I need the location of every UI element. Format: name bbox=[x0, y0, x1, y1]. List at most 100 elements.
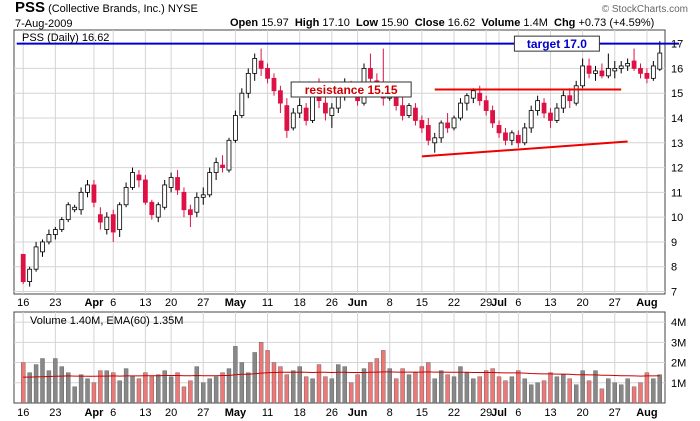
volume-bar bbox=[162, 370, 167, 404]
candle-body bbox=[644, 72, 650, 79]
series-legend: PSS (Daily) 16.62 bbox=[22, 32, 109, 44]
date-tick-label: 29 bbox=[480, 297, 492, 309]
candle-body bbox=[175, 177, 180, 191]
volume-bar bbox=[606, 378, 611, 404]
volume-bar bbox=[631, 386, 637, 404]
candle-body bbox=[65, 204, 71, 221]
candle-body bbox=[599, 70, 605, 77]
date-tick-label: Jul bbox=[491, 407, 507, 419]
candle-body bbox=[33, 246, 39, 270]
volume-bars bbox=[21, 342, 662, 404]
candle-body bbox=[580, 65, 586, 87]
volume-bar bbox=[471, 378, 476, 404]
candle-body bbox=[194, 196, 200, 213]
watermark: © StockCharts.com bbox=[601, 4, 688, 15]
date-tick-label: 16 bbox=[17, 297, 29, 309]
candle-body bbox=[233, 115, 238, 141]
volume-bar bbox=[490, 368, 495, 404]
volume-bar bbox=[567, 378, 572, 404]
candle-body bbox=[252, 58, 258, 74]
candle-body bbox=[40, 241, 45, 253]
candle-body bbox=[91, 184, 97, 203]
volume-bar bbox=[323, 376, 328, 404]
volume-bar bbox=[117, 380, 122, 404]
candle-body bbox=[541, 102, 547, 114]
candle-body bbox=[142, 179, 148, 203]
candle-body bbox=[438, 122, 444, 139]
candle-body bbox=[97, 214, 103, 223]
price-tick-label: 16 bbox=[671, 63, 683, 75]
candle-body bbox=[451, 117, 457, 129]
candle-body bbox=[226, 139, 232, 171]
annotations: target 17.0 resistance 15.15 bbox=[290, 35, 600, 98]
volume-bar bbox=[252, 352, 257, 404]
volume-bar bbox=[181, 386, 187, 404]
date-tick-label: 6 bbox=[110, 407, 116, 419]
volume-bar bbox=[85, 378, 90, 404]
date-tick-label: 26 bbox=[326, 407, 338, 419]
candle-body bbox=[85, 184, 90, 193]
candle-body bbox=[207, 172, 213, 196]
candle-body bbox=[46, 234, 52, 243]
volume-bar bbox=[638, 382, 643, 404]
date-tick-label: 27 bbox=[609, 297, 621, 309]
volume-bar bbox=[522, 378, 527, 404]
volume-bar bbox=[188, 380, 193, 404]
volume-tick-label: 2M bbox=[671, 358, 686, 370]
candle-body bbox=[477, 92, 483, 102]
volume-bar bbox=[27, 372, 32, 404]
volume-tick-label: 4M bbox=[671, 317, 686, 329]
volume-bar bbox=[78, 374, 84, 404]
candle-body bbox=[573, 85, 579, 104]
date-tick-label: 26 bbox=[326, 297, 338, 309]
volume-bar bbox=[496, 376, 502, 404]
volume-bar bbox=[316, 364, 322, 404]
volume-axis: 1M 2M 3M 4M bbox=[671, 317, 686, 390]
candle-body bbox=[368, 68, 373, 79]
volume-bar bbox=[554, 376, 560, 404]
candle-body bbox=[432, 137, 438, 144]
price-tick-label: 13 bbox=[671, 138, 683, 150]
candle-body bbox=[586, 65, 592, 74]
volume-bar bbox=[651, 378, 656, 404]
price-tick-label: 12 bbox=[671, 163, 683, 175]
price-tick-label: 14 bbox=[671, 113, 683, 125]
volume-bar bbox=[445, 374, 450, 404]
chart-title: PSS (Collective Brands, Inc.) NYSE bbox=[15, 0, 198, 16]
candle-body bbox=[265, 68, 270, 79]
date-tick-label: Jul bbox=[491, 297, 507, 309]
volume-bar bbox=[625, 378, 630, 404]
date-tick-label: 15 bbox=[416, 407, 428, 419]
candle-body bbox=[213, 162, 219, 173]
candle-body bbox=[554, 107, 560, 121]
volume-bar bbox=[123, 368, 129, 404]
candle-body bbox=[522, 127, 528, 144]
candle-body bbox=[162, 184, 168, 208]
date-tick-label: Jun bbox=[348, 297, 368, 309]
volume-bar bbox=[91, 382, 97, 404]
stat-change-value: +0.73 (+4.59%) bbox=[578, 17, 655, 29]
volume-bar bbox=[201, 382, 206, 404]
candle-body bbox=[400, 105, 405, 116]
date-tick-label: 20 bbox=[165, 297, 177, 309]
date-tick-label: 29 bbox=[480, 407, 492, 419]
date-tick-label: 15 bbox=[416, 297, 428, 309]
date-tick-label: Apr bbox=[84, 407, 104, 419]
volume-bar bbox=[156, 374, 161, 404]
volume-bar bbox=[239, 362, 245, 404]
price-panel bbox=[13, 29, 666, 295]
candle-body bbox=[515, 134, 521, 144]
volume-bar bbox=[265, 350, 270, 404]
volume-bar bbox=[644, 372, 650, 404]
volume-bar bbox=[535, 382, 540, 404]
volume-tick-label: 1M bbox=[671, 378, 686, 390]
candle-body bbox=[496, 125, 502, 134]
candle-body bbox=[567, 95, 573, 102]
volume-bar bbox=[207, 378, 212, 404]
volume-bar bbox=[40, 358, 45, 404]
date-tick-label: 22 bbox=[448, 407, 460, 419]
volume-bar bbox=[278, 366, 283, 404]
volume-bar bbox=[355, 374, 360, 404]
